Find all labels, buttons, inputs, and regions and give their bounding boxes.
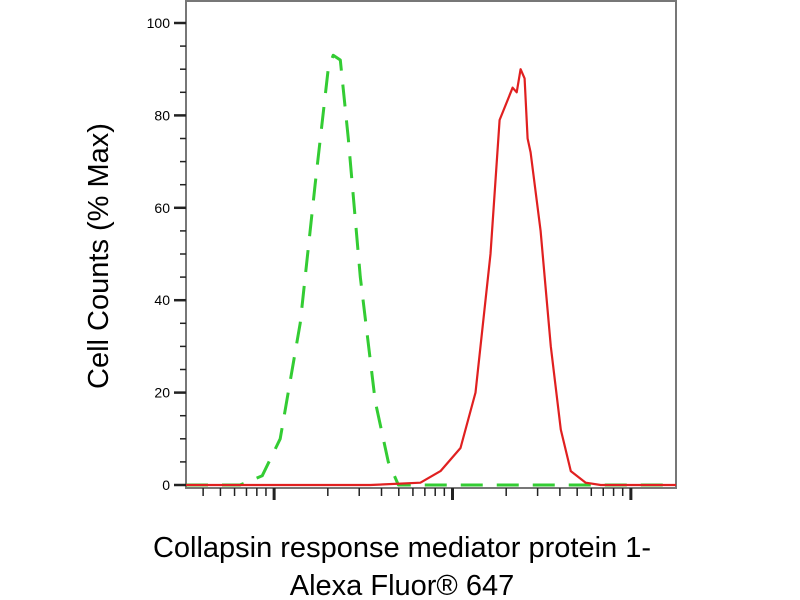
y-axis-label: Cell Counts (% Max) (83, 123, 115, 389)
series-control-line (186, 53, 676, 487)
x-axis (202, 488, 633, 500)
y-tick-label: 40 (154, 292, 170, 308)
plot-border (185, 0, 677, 489)
y-axis: 0 20 40 60 80 100 (147, 15, 186, 493)
y-tick-label: 60 (154, 200, 170, 216)
series-group (186, 53, 676, 487)
y-tick-label: 80 (154, 107, 170, 123)
x-axis-label-line-1: Collapsin response mediator protein 1- (153, 532, 651, 564)
plot-frame (185, 0, 677, 489)
series-sample-line (186, 68, 676, 487)
y-tick-label: 20 (154, 385, 170, 401)
y-tick-label: 0 (162, 477, 170, 493)
x-axis-label-line-2: Alexa Fluor® 647 (290, 570, 514, 600)
y-tick-label: 100 (147, 15, 171, 31)
